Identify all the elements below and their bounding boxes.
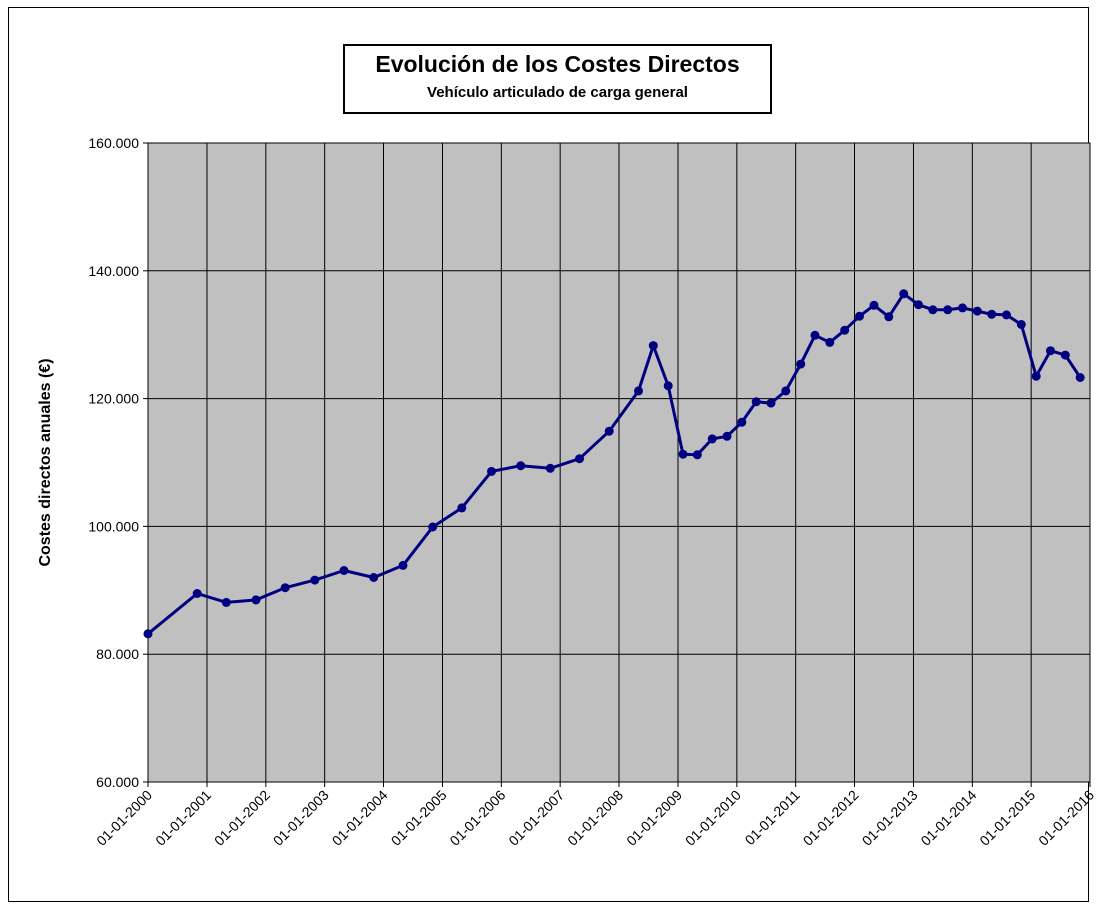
data-point [545,463,555,473]
data-point [310,575,320,585]
x-tick-label: 01-01-2006 [446,787,508,849]
data-point [958,303,967,313]
data-point [280,583,290,593]
x-tick-label: 01-01-2007 [505,787,567,849]
data-point [972,306,982,316]
data-point [751,397,761,407]
x-tick-label: 01-01-2002 [211,787,273,849]
data-point [1075,373,1085,382]
data-point [604,426,614,436]
x-tick-label: 01-01-2012 [800,787,862,849]
x-tick-label: 01-01-2001 [152,787,214,849]
data-point [914,300,923,310]
data-point [737,417,747,427]
data-point [928,305,938,315]
data-point [634,386,643,396]
data-point [722,431,732,441]
y-axis-ticks: 60.000 80.000 100.000 120.000 140.000 160.000 [88,135,148,790]
data-point [692,450,702,460]
x-tick-label: 01-01-2005 [388,787,450,849]
x-tick-label: 01-01-2014 [917,787,979,849]
y-tick-label: 160.000 [88,135,139,151]
data-point [987,309,997,319]
data-point [428,522,438,532]
data-point [810,330,820,340]
y-axis-label: Costes directos anuales (€) [37,358,54,566]
data-point [369,573,379,582]
data-point [707,434,717,444]
data-point [398,560,408,570]
y-tick-label: 80.000 [96,646,139,662]
data-point [766,398,776,408]
x-tick-label: 01-01-2000 [93,787,155,849]
x-tick-label: 01-01-2008 [564,787,626,849]
data-point [796,359,806,369]
data-point [487,466,496,476]
data-point [884,312,894,322]
chart-title: Evolución de los Costes Directos [375,51,740,77]
data-point [339,566,349,575]
x-tick-label: 01-01-2003 [270,787,332,849]
chart-subtitle: Vehículo articulado de carga general [427,84,688,101]
data-point [825,337,835,347]
data-point [1016,320,1026,329]
x-tick-label: 01-01-2011 [742,787,803,848]
data-point [1002,310,1011,320]
data-point [1031,371,1041,381]
data-point [840,325,850,335]
data-point [575,454,584,464]
data-point [457,503,467,513]
x-axis-ticks: 01-01-200001-01-200101-01-200201-01-2003… [93,782,1097,849]
y-tick-label: 60.000 [96,774,139,790]
data-point [943,305,953,315]
data-point [781,386,791,396]
x-tick-label: 01-01-2013 [859,787,921,849]
title-box: Evolución de los Costes Directos Vehícul… [343,44,772,114]
data-point [192,589,202,598]
data-point [899,289,909,299]
y-tick-label: 100.000 [88,518,139,534]
y-tick-label: 120.000 [88,391,139,407]
data-point [869,300,879,310]
x-tick-label: 01-01-2015 [976,787,1038,849]
data-point [1060,350,1070,360]
grid-lines [147,142,1091,783]
data-point [221,597,231,607]
data-point [678,449,688,459]
data-point [663,381,673,391]
x-tick-label: 01-01-2010 [682,787,744,849]
x-tick-label: 01-01-2016 [1035,787,1097,849]
data-point [143,629,153,639]
y-tick-label: 140.000 [88,263,139,279]
data-points [143,289,1085,639]
x-tick-label: 01-01-2004 [329,787,391,849]
data-point [516,461,526,471]
data-point [1046,346,1055,356]
data-point [251,595,261,605]
x-tick-label: 01-01-2009 [623,787,685,849]
data-point [648,341,658,351]
data-point [855,311,864,321]
